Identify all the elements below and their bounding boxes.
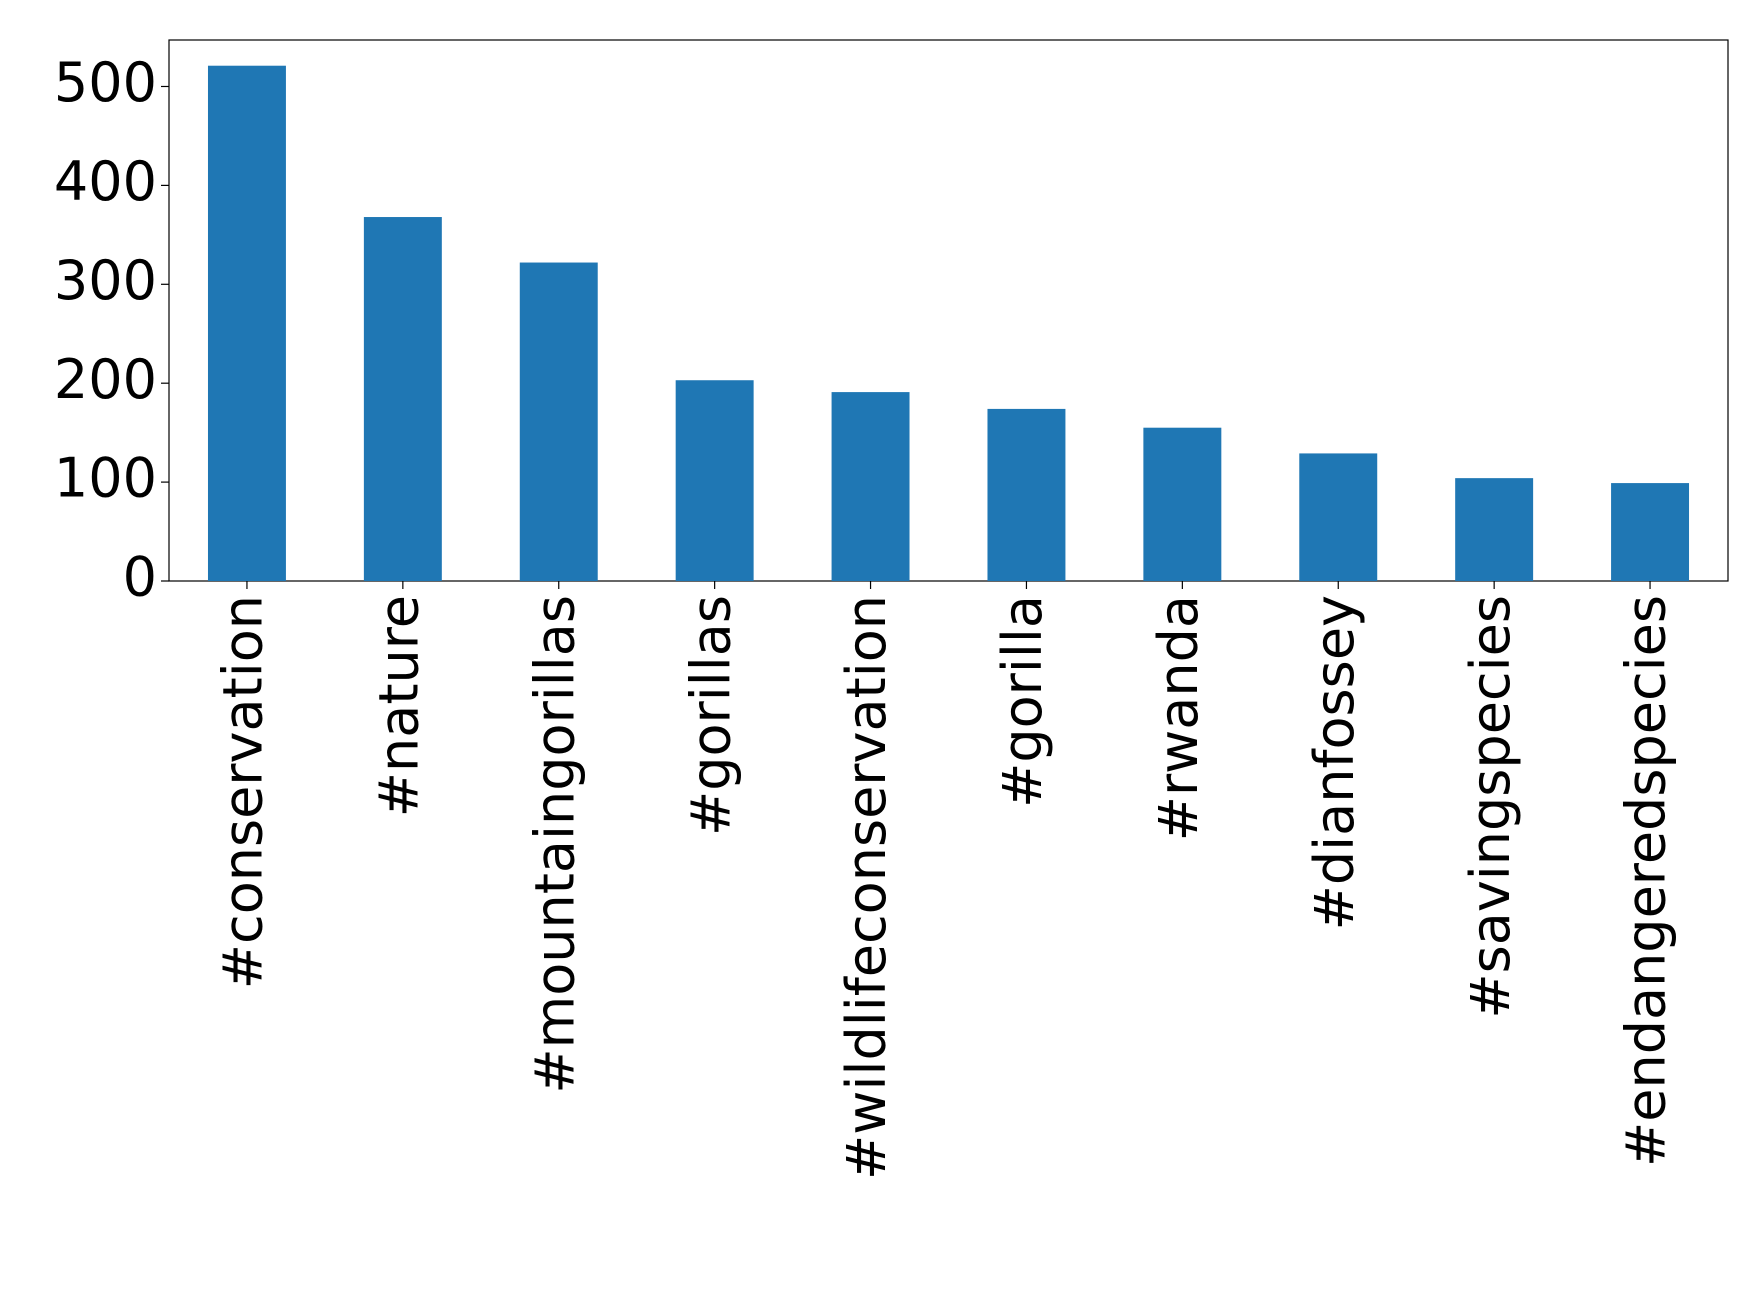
y-tick-label: 300 <box>54 249 157 312</box>
x-tick-label: #dianfossey <box>1303 595 1366 930</box>
x-tick-label: #conservation <box>212 595 275 989</box>
bar <box>1455 478 1534 581</box>
x-tick-label: #wildlifeconservation <box>835 595 898 1180</box>
y-tick-label: 200 <box>54 348 157 411</box>
bar <box>519 262 598 581</box>
bar <box>1611 483 1690 581</box>
x-tick-label: #rwanda <box>1147 595 1210 841</box>
bar <box>831 392 910 581</box>
bar <box>1299 453 1378 581</box>
x-tick-label: #gorillas <box>679 595 742 836</box>
y-tick-label: 100 <box>54 447 157 510</box>
x-tick-label: #endangeredspecies <box>1615 595 1678 1167</box>
bar <box>1143 427 1222 581</box>
x-tick-label: #savingspecies <box>1459 595 1522 1019</box>
y-tick-label: 0 <box>123 546 157 609</box>
bar <box>363 217 442 581</box>
y-tick-label: 400 <box>54 150 157 213</box>
plot-frame <box>168 39 1729 582</box>
bar <box>675 380 754 581</box>
bar <box>987 408 1066 581</box>
x-tick-label: #gorilla <box>991 595 1054 808</box>
x-tick-label: #mountaingorillas <box>523 595 586 1094</box>
x-tick-label: #nature <box>367 595 430 817</box>
bar <box>207 65 286 582</box>
y-tick-label: 500 <box>54 51 157 114</box>
